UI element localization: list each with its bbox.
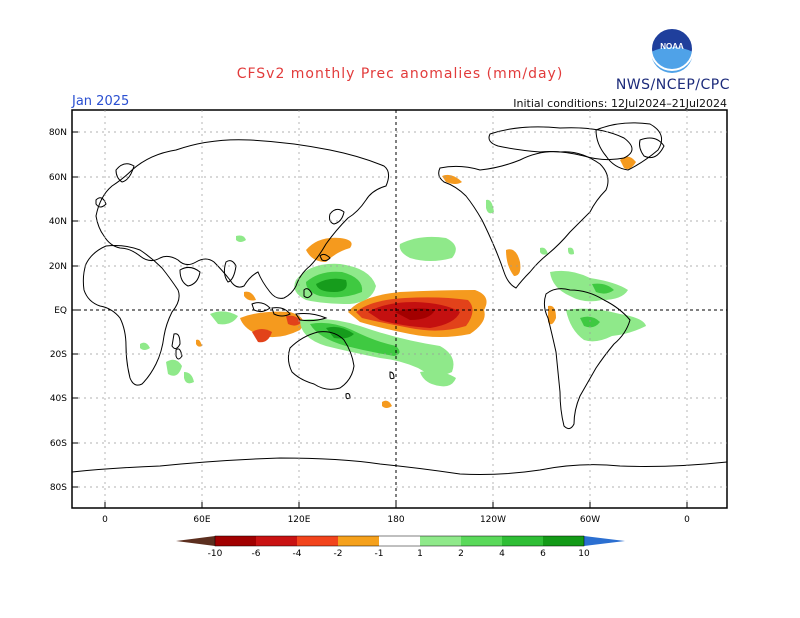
colorbar-label: 1 [417, 549, 423, 559]
colorbar-label: 2 [458, 549, 464, 559]
lon-label: 120E [288, 515, 311, 525]
lat-label: 20S [50, 350, 67, 360]
lat-label: 60S [50, 439, 67, 449]
colorbar: -10 -6 -4 -2 -1 1 2 4 6 10 [176, 535, 625, 559]
colorbar-label: -4 [293, 549, 302, 559]
coastlines [71, 122, 728, 475]
lat-label: 40S [50, 394, 67, 404]
figure-title: CFSv2 monthly Prec anomalies (mm/day) [236, 66, 564, 82]
colorbar-label: -2 [334, 549, 343, 559]
south-america-coastline [543, 288, 631, 430]
colorbar-swatch [256, 536, 297, 546]
eurasia-coastline [95, 139, 390, 299]
lon-label: 120W [480, 515, 506, 525]
lat-label: EQ [54, 306, 67, 316]
wet-anomaly-americas [550, 270, 628, 302]
lat-label: 40N [49, 217, 67, 227]
australia-coastline [287, 331, 355, 390]
colorbar-swatch [543, 536, 584, 546]
africa-coastline [82, 245, 180, 386]
colorbar-swatch [215, 536, 256, 546]
colorbar-swatch [502, 536, 543, 546]
lat-lon-grid [72, 110, 727, 508]
lon-label: 60W [580, 515, 600, 525]
colorbar-swatch [461, 536, 502, 546]
colorbar-swatch [420, 536, 461, 546]
lon-label: 0 [102, 515, 108, 525]
dry-anomaly-mexico [506, 249, 521, 276]
colorbar-label: -10 [208, 549, 223, 559]
lat-labels: 80N 60N 40N 20N EQ 20S 40S 60S 80S [49, 128, 67, 493]
colorbar-swatch [379, 536, 420, 546]
greenland-coastline [595, 122, 663, 171]
dry-anomaly-nw-pacific [306, 237, 352, 262]
colorbar-label: -6 [252, 549, 261, 559]
reference-lines [72, 110, 727, 508]
colorbar-high-arrow [584, 536, 625, 546]
lat-label: 60N [49, 173, 67, 183]
agency-label: NWS/NCEP/CPC [615, 77, 730, 93]
lon-labels: 0 60E 120E 180 120W 60W 0 [102, 515, 690, 525]
colorbar-label: 6 [540, 549, 546, 559]
antarctica-coastline [71, 457, 728, 475]
colorbar-label: 10 [578, 549, 590, 559]
precip-anomaly-fields [140, 156, 646, 408]
axis-ticks [72, 131, 688, 508]
colorbar-swatch [338, 536, 379, 546]
lon-label: 180 [387, 515, 404, 525]
lat-label: 80N [49, 128, 67, 138]
colorbar-low-arrow [176, 536, 215, 546]
lon-label: 0 [684, 515, 690, 525]
lon-label: 60E [193, 515, 210, 525]
colorbar-swatch [297, 536, 338, 546]
initial-conditions: Initial conditions: 12Jul2024–21Jul2024 [513, 97, 727, 110]
noaa-logo-text: NOAA [660, 42, 684, 51]
colorbar-label: -1 [375, 549, 384, 559]
forecast-month: Jan 2025 [72, 94, 130, 109]
noaa-logo: NOAA [650, 27, 694, 73]
wet-anomaly-indian [210, 311, 238, 325]
colorbar-label: 4 [499, 549, 505, 559]
lat-label: 80S [50, 483, 67, 493]
lat-label: 20N [49, 262, 67, 272]
